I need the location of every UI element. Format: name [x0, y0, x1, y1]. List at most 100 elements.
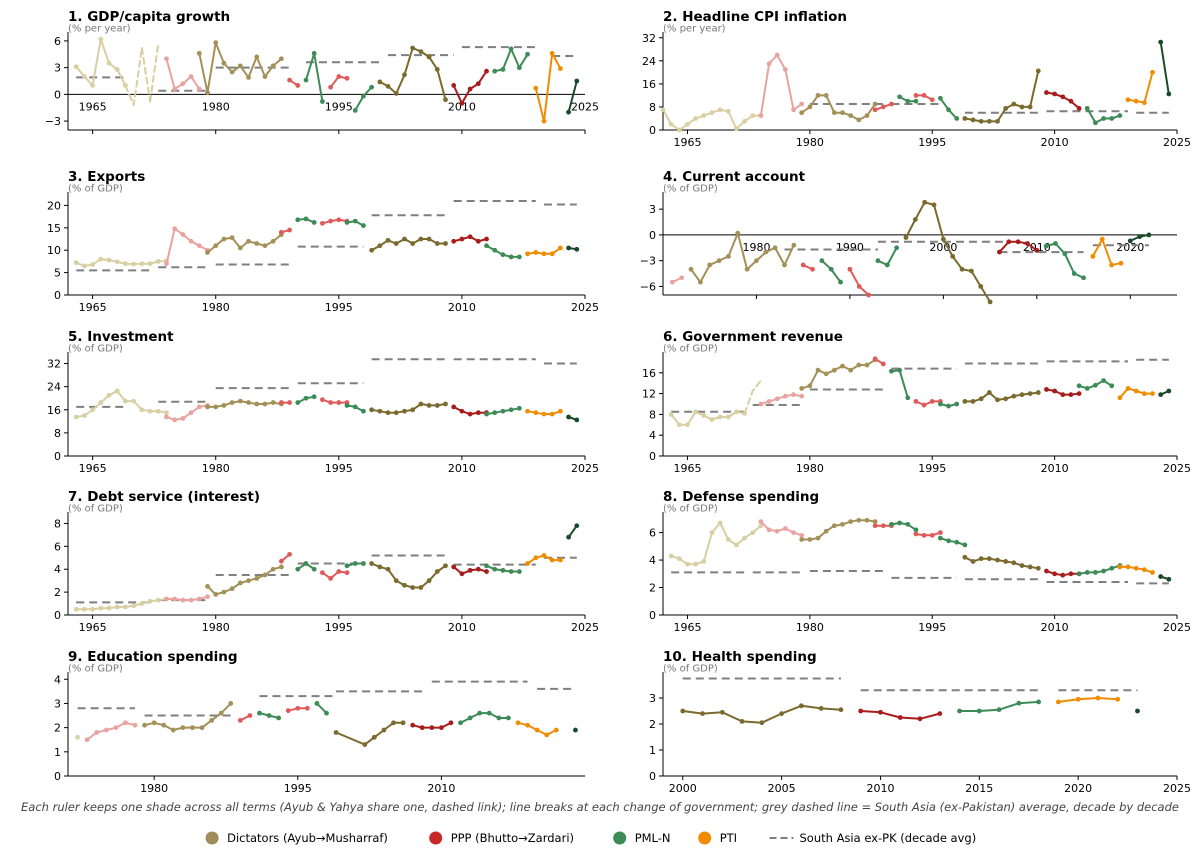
data-point-imran: [534, 727, 540, 733]
data-point-benazir: [880, 523, 886, 529]
x-tick-label: 2025: [571, 621, 599, 634]
legend-swatch: [429, 831, 443, 845]
data-point-bhutto: [180, 597, 186, 603]
y-tick-label: 16: [642, 78, 656, 91]
data-point-benazir: [929, 97, 935, 103]
data-point-zia: [831, 110, 837, 116]
data-point-zia: [763, 249, 769, 255]
data-point-zia: [772, 245, 778, 251]
x-tick-label: 2000: [929, 241, 957, 254]
chart-panel-8: 8. Defense spending(% of GDP) 0 2 4 6 1965 198…: [649, 489, 1191, 634]
data-point-ayub: [717, 414, 723, 420]
data-point-ayub: [73, 260, 79, 266]
data-point-zardari: [484, 236, 489, 242]
data-point-ayub: [155, 597, 161, 603]
data-point-ayub: [73, 606, 79, 612]
data-point-nawaz: [838, 279, 843, 285]
x-tick-label: 1995: [918, 136, 946, 149]
data-point-nawaz: [492, 566, 498, 572]
y-tick-label: 8: [649, 101, 656, 114]
data-point-nawaz: [295, 217, 301, 223]
x-tick-label: 2015: [965, 782, 993, 795]
data-point-nawaz: [303, 395, 309, 401]
data-point-nawaz: [1053, 241, 1058, 246]
data-point-nawaz: [303, 77, 309, 83]
data-point-nawaz: [976, 708, 982, 714]
data-point-musharraf: [393, 241, 399, 246]
data-point-zardari: [858, 708, 864, 714]
data-point-zardari: [1044, 568, 1049, 574]
panel-subtitle: (% of GDP): [663, 664, 718, 675]
data-point-zardari: [997, 249, 1002, 255]
data-point-nawaz: [897, 520, 903, 526]
data-point-nawaz: [1109, 565, 1115, 571]
data-point-nawaz: [954, 116, 960, 121]
data-point-bhutto: [164, 261, 169, 267]
data-point-benazir: [929, 532, 935, 538]
data-point-zardari: [1068, 571, 1074, 577]
data-point-imran: [1141, 391, 1147, 396]
data-point-musharraf: [719, 709, 725, 715]
data-point-imran: [544, 732, 550, 738]
data-point-shahbaz: [573, 727, 578, 733]
data-point-bhutto: [791, 392, 796, 398]
data-point-imran: [525, 251, 530, 257]
panel-title: 8. Defense spending: [663, 489, 819, 505]
data-point-imran: [525, 561, 530, 566]
data-point-benazir: [880, 361, 886, 367]
data-point-benazir: [287, 551, 292, 557]
data-point-benazir: [287, 77, 292, 83]
x-tick-label: 2010: [427, 782, 455, 795]
data-point-zia: [856, 517, 862, 523]
data-point-zardari: [419, 725, 425, 731]
data-point-bhutto: [679, 275, 685, 281]
y-tick-label: 16: [47, 404, 61, 417]
data-point-nawaz: [946, 403, 951, 409]
x-tick-label: 1965: [79, 100, 107, 113]
legend-label: PPP (Bhutto→Zardari): [451, 831, 574, 845]
data-point-nawaz: [344, 403, 350, 408]
x-tick-label: 1995: [918, 621, 946, 634]
data-point-benazir: [913, 531, 919, 537]
data-point-zia: [205, 404, 210, 410]
data-point-nawaz: [484, 411, 489, 417]
data-point-bhutto: [799, 393, 805, 399]
y-tick-label: 3: [649, 692, 656, 705]
data-point-musharraf: [426, 54, 432, 60]
data-point-nawaz: [361, 223, 366, 228]
data-point-bhutto: [180, 81, 186, 87]
data-point-nawaz: [875, 258, 881, 264]
data-point-zia: [864, 113, 870, 118]
data-point-ayub: [114, 604, 120, 610]
series-line-benazir: [914, 400, 942, 406]
data-point-bhutto: [103, 727, 109, 733]
data-point-zia: [229, 586, 235, 592]
data-point-musharraf: [402, 236, 407, 242]
data-point-zia: [782, 262, 787, 268]
data-point-zia: [221, 589, 227, 595]
series-line-musharraf: [963, 391, 1040, 403]
data-point-ayub: [139, 261, 145, 267]
data-point-nawaz: [889, 368, 894, 374]
data-point-musharraf: [418, 49, 424, 54]
x-tick-label: 2010: [866, 782, 894, 795]
data-point-zia: [856, 362, 862, 368]
data-point-zia: [754, 258, 759, 264]
data-point-nawaz: [500, 252, 506, 258]
data-point-musharraf: [798, 703, 804, 709]
data-point-musharraf: [385, 566, 391, 572]
chart-panel-1: 1. GDP/capita growth(% per year) −3 0 3 6 196…: [45, 9, 599, 134]
data-point-imran: [541, 411, 547, 417]
data-point-musharraf: [418, 401, 424, 407]
data-point-bhutto: [791, 530, 796, 535]
y-tick-label: 0: [54, 609, 61, 622]
data-point-bhutto: [132, 722, 138, 728]
data-point-musharraf: [1019, 392, 1025, 398]
data-point-zia: [735, 230, 741, 236]
data-point-zia: [697, 279, 703, 285]
data-point-zia: [807, 537, 813, 542]
data-point-nawaz: [496, 715, 502, 721]
data-point-musharraf: [443, 97, 448, 103]
series-line-ayub: [75, 258, 168, 267]
y-tick-label: 2: [54, 722, 61, 735]
